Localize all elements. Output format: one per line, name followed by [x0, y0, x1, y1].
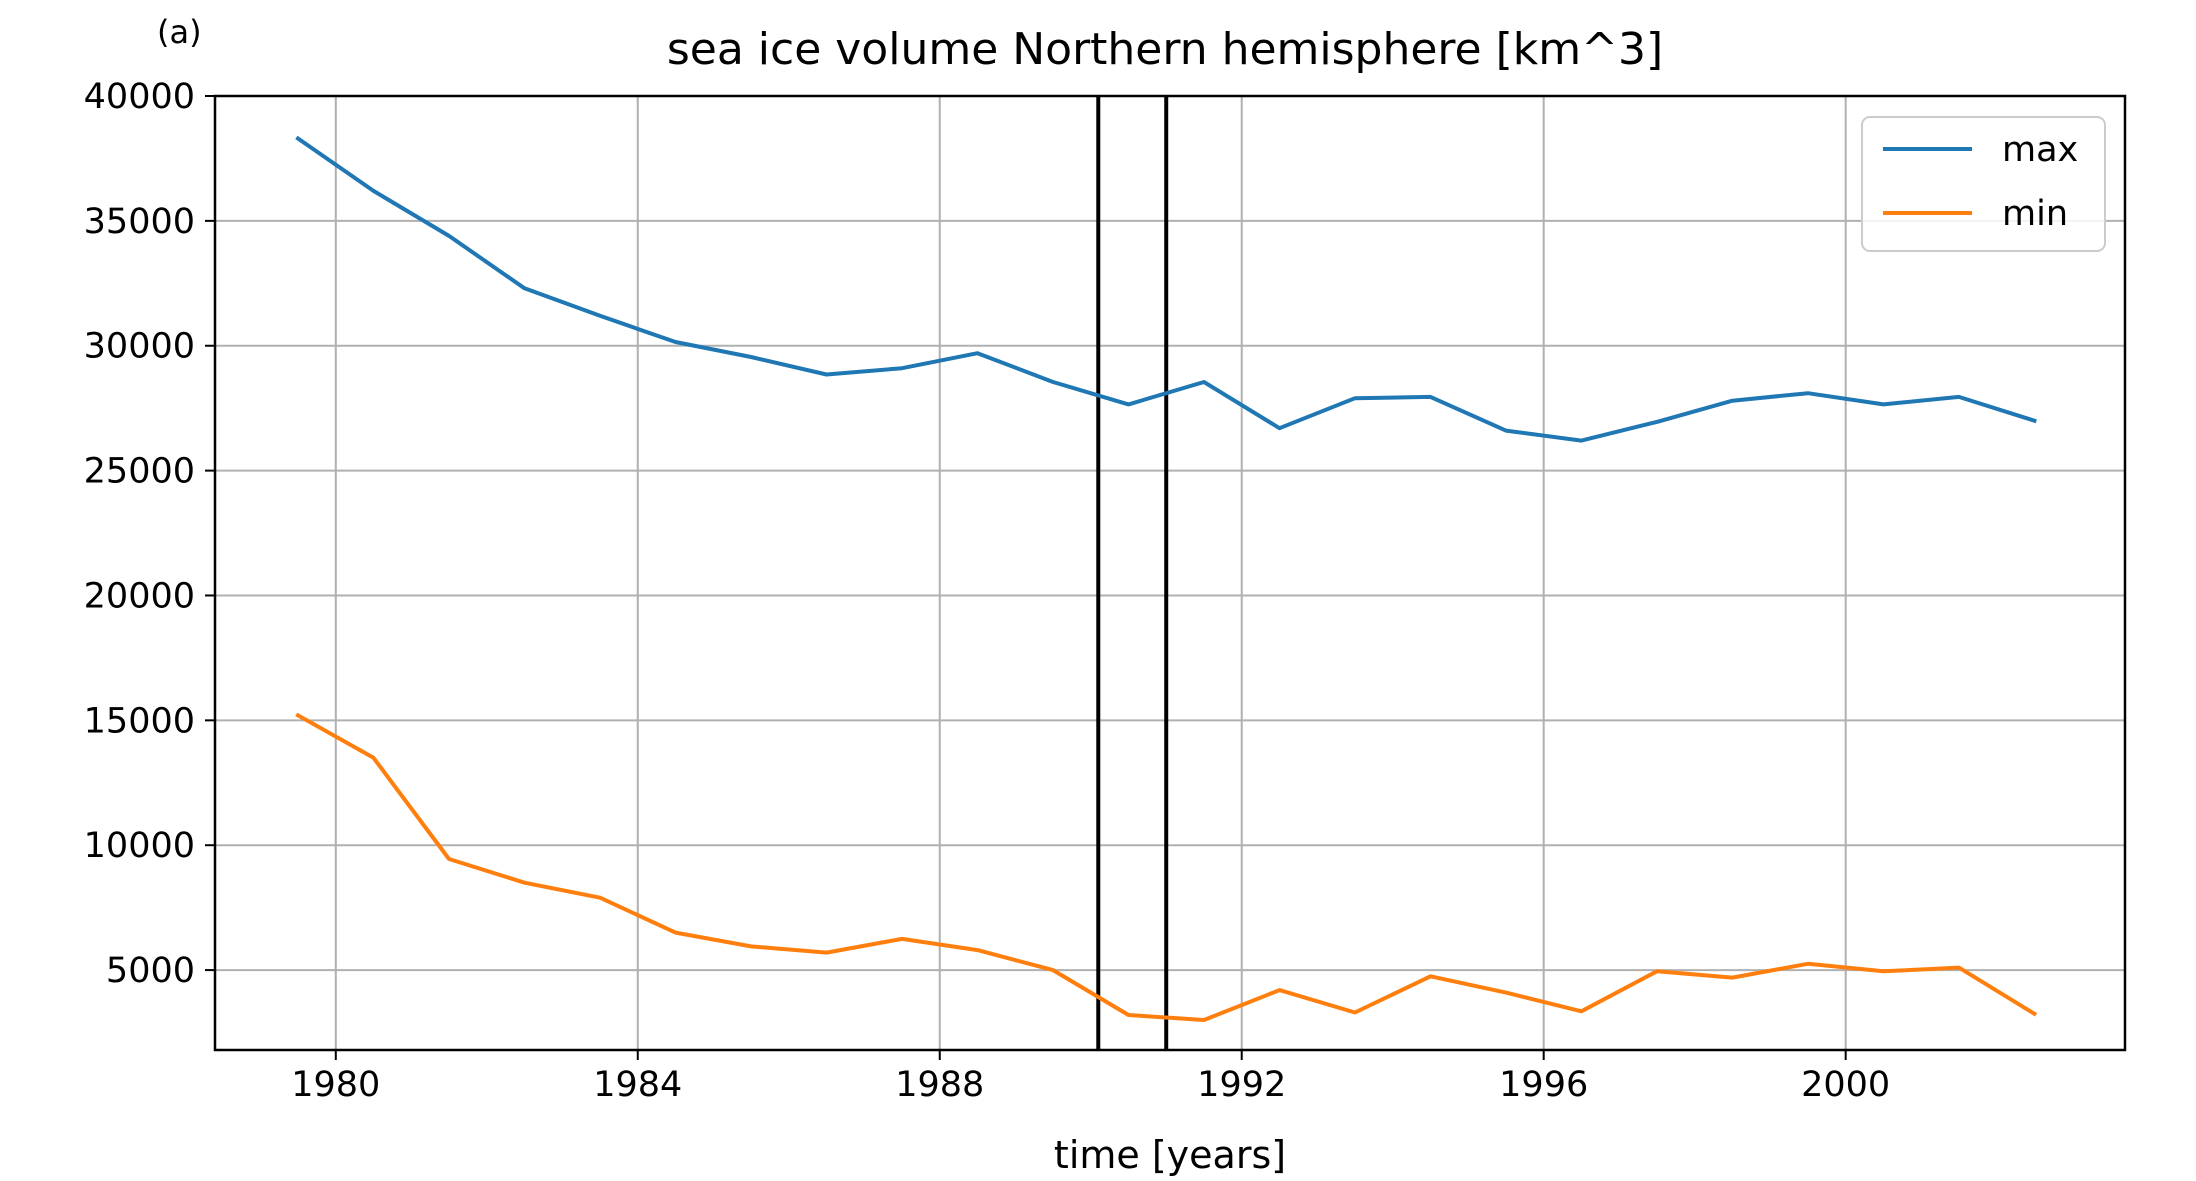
legend: max min: [1861, 116, 2106, 252]
series-line-min: [295, 712, 2038, 1022]
x-tick-label: 1992: [1197, 1065, 1286, 1105]
axis-ticks: 1980 1984 1988 1992 1996 2000 5000 10000 15000 20…: [84, 77, 1891, 1105]
x-tick-label: 1984: [593, 1065, 682, 1105]
data-series: [295, 135, 2038, 1022]
legend-label-max: max: [2002, 130, 2078, 170]
y-tick-label: 5000: [106, 951, 195, 991]
y-tick-label: 10000: [84, 826, 195, 866]
y-tick-label: 15000: [84, 701, 195, 741]
legend-label-min: min: [2002, 194, 2068, 234]
chart-title: sea ice volume Northern hemisphere [km^3…: [667, 24, 1663, 75]
x-tick-label: 1996: [1499, 1065, 1588, 1105]
y-tick-label: 20000: [84, 576, 195, 616]
x-axis-label: time [years]: [1054, 1133, 1286, 1177]
panel-label: (a): [157, 13, 202, 51]
y-tick-label: 25000: [84, 452, 195, 492]
x-tick-label: 1988: [895, 1065, 984, 1105]
y-tick-label: 30000: [84, 327, 195, 367]
grid: [215, 95, 2125, 1050]
reference-lines: [1096, 96, 1169, 1050]
x-tick-label: 1980: [291, 1065, 380, 1105]
y-tick-label: 35000: [84, 202, 195, 242]
y-tick-label: 40000: [84, 77, 195, 117]
x-tick-label: 2000: [1801, 1065, 1890, 1105]
plot-area-frame: [213, 94, 2127, 1052]
series-line-max: [295, 135, 2037, 443]
